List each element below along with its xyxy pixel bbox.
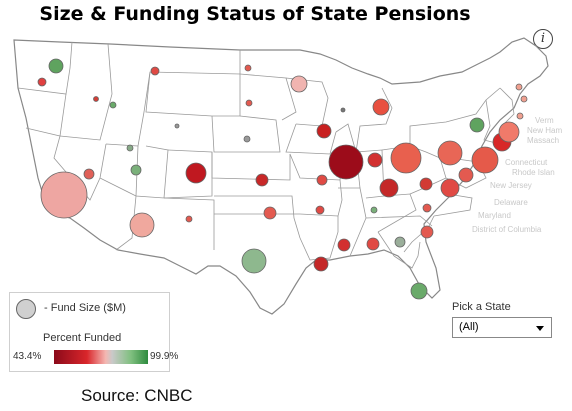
bubble[interactable] bbox=[244, 64, 252, 72]
bubble[interactable] bbox=[440, 178, 460, 198]
state-select[interactable]: (All) bbox=[452, 317, 552, 338]
fund-size-symbol-icon bbox=[16, 299, 36, 319]
bubble[interactable] bbox=[520, 95, 528, 103]
source-caption: Source: CNBC bbox=[81, 386, 193, 405]
state-select-value: (All) bbox=[459, 321, 479, 333]
bubble[interactable] bbox=[241, 248, 267, 274]
bubble[interactable] bbox=[328, 144, 364, 180]
bubble[interactable] bbox=[367, 152, 383, 168]
bubble[interactable] bbox=[471, 146, 499, 174]
bubble[interactable] bbox=[379, 178, 399, 198]
bubble[interactable] bbox=[394, 236, 406, 248]
fund-size-label: - Fund Size ($M) bbox=[44, 302, 126, 314]
label-new-jersey: New Jersey bbox=[490, 181, 532, 190]
legend-max-label: 99.9% bbox=[150, 351, 179, 362]
chevron-down-icon bbox=[536, 326, 544, 331]
bubble[interactable] bbox=[419, 177, 433, 191]
pension-bubbles bbox=[37, 58, 528, 300]
label-new-hampshire: New Ham bbox=[527, 126, 562, 135]
bubble[interactable] bbox=[109, 101, 117, 109]
us-outline bbox=[13, 37, 549, 315]
bubble[interactable] bbox=[316, 123, 332, 139]
info-icon[interactable]: i bbox=[533, 29, 553, 49]
label-massachusetts: Massach bbox=[527, 136, 559, 145]
label-rhode-island: Rhode Islan bbox=[512, 168, 555, 177]
bubble[interactable] bbox=[126, 144, 134, 152]
bubble[interactable] bbox=[515, 83, 523, 91]
bubble[interactable] bbox=[37, 77, 47, 87]
bubble[interactable] bbox=[516, 112, 524, 120]
legend-panel: - Fund Size ($M) Percent Funded 43.4% 99… bbox=[9, 292, 178, 372]
label-vermont: Verm bbox=[535, 116, 554, 125]
east-coast-labels: Verm New Ham Massach Connecticut Rhode I… bbox=[472, 116, 562, 234]
label-district-of-columbia: District of Columbia bbox=[472, 225, 542, 234]
bubble[interactable] bbox=[243, 135, 251, 143]
bubble[interactable] bbox=[458, 167, 474, 183]
state-picker: Pick a State (All) bbox=[452, 301, 557, 338]
bubble[interactable] bbox=[48, 58, 64, 74]
label-maryland: Maryland bbox=[478, 211, 511, 220]
bubble[interactable] bbox=[315, 205, 325, 215]
bubble[interactable] bbox=[316, 174, 328, 186]
bubble[interactable] bbox=[245, 99, 253, 107]
percent-funded-label: Percent Funded bbox=[43, 332, 122, 344]
bubble[interactable] bbox=[83, 168, 95, 180]
bubble[interactable] bbox=[290, 75, 308, 93]
color-scale-bar bbox=[54, 350, 148, 364]
bubble[interactable] bbox=[337, 238, 351, 252]
bubble[interactable] bbox=[469, 117, 485, 133]
legend-min-label: 43.4% bbox=[13, 351, 42, 362]
bubble[interactable] bbox=[372, 98, 390, 116]
bubble[interactable] bbox=[129, 212, 155, 238]
bubble[interactable] bbox=[498, 121, 520, 143]
us-map[interactable]: Verm New Ham Massach Connecticut Rhode I… bbox=[0, 28, 572, 318]
label-delaware: Delaware bbox=[494, 198, 528, 207]
bubble[interactable] bbox=[185, 215, 193, 223]
bubble[interactable] bbox=[150, 66, 160, 76]
bubble[interactable] bbox=[130, 164, 142, 176]
map-title: Size & Funding Status of State Pensions bbox=[39, 3, 471, 25]
bubble[interactable] bbox=[366, 237, 380, 251]
bubble[interactable] bbox=[40, 171, 88, 219]
bubble[interactable] bbox=[437, 140, 463, 166]
bubble[interactable] bbox=[422, 203, 432, 213]
bubble[interactable] bbox=[370, 206, 378, 214]
bubble[interactable] bbox=[340, 107, 346, 113]
label-connecticut: Connecticut bbox=[505, 158, 548, 167]
bubble[interactable] bbox=[420, 225, 434, 239]
state-borders bbox=[17, 41, 515, 269]
bubble[interactable] bbox=[410, 282, 428, 300]
state-picker-label: Pick a State bbox=[452, 301, 511, 313]
bubble[interactable] bbox=[174, 123, 180, 129]
bubble[interactable] bbox=[185, 162, 207, 184]
bubble[interactable] bbox=[390, 142, 422, 174]
bubble[interactable] bbox=[255, 173, 269, 187]
bubble[interactable] bbox=[313, 256, 329, 272]
bubble[interactable] bbox=[263, 206, 277, 220]
bubble[interactable] bbox=[93, 96, 99, 102]
